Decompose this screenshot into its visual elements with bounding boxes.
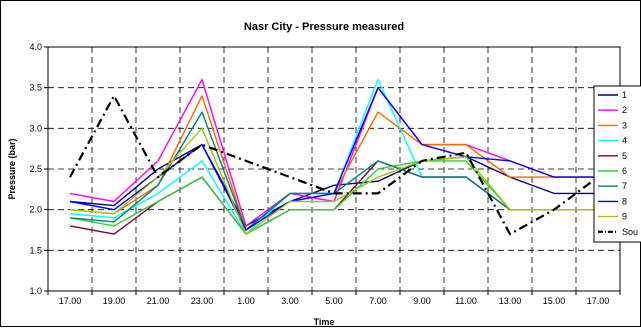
x-tick-label: 5.00: [325, 296, 343, 306]
x-tick-label: 15.00: [543, 296, 566, 306]
y-tick-label: 2.5: [29, 164, 42, 174]
x-tick-label: 11.00: [455, 296, 477, 306]
y-tick-label: 2.0: [29, 205, 42, 215]
x-tick-label: 21.00: [147, 296, 170, 306]
legend-label: 8: [622, 196, 627, 206]
x-tick-label: 19.00: [103, 296, 126, 306]
series-lines: [69, 78, 599, 236]
legend-label: Sou: [622, 227, 638, 237]
x-tick-label: 17.00: [587, 296, 610, 306]
y-tick-label: 4.0: [29, 42, 42, 52]
legend-label: 7: [622, 181, 627, 191]
legend-label: 3: [622, 120, 627, 130]
chart-title: Nasr City - Pressure measured: [244, 21, 404, 33]
x-tick-label: 7.00: [369, 296, 387, 306]
series-line-10: [69, 94, 599, 236]
y-axis-title: Pressure (bar): [7, 138, 17, 199]
x-tick-label: 9.00: [413, 296, 431, 306]
legend: 1 2 3 4 5 6 7 8 9 Sou: [593, 85, 641, 243]
legend-label: 1: [622, 90, 627, 100]
legend-label: 2: [622, 105, 627, 115]
x-tick-label: 17.00: [59, 296, 82, 306]
x-tick-label: 3.00: [281, 296, 299, 306]
legend-label: 9: [622, 212, 627, 222]
y-tick-label: 3.0: [29, 123, 42, 133]
y-axis-ticks: 1.0 1.5 2.0 2.5 3.0 3.5 4.0: [29, 42, 48, 296]
legend-label: 6: [622, 166, 627, 176]
legend-label: 5: [622, 151, 627, 161]
y-tick-label: 1.5: [29, 245, 42, 255]
y-tick-label: 3.5: [29, 83, 42, 93]
x-tick-label: 13.00: [499, 296, 522, 306]
x-tick-label: 1.00: [237, 296, 255, 306]
legend-label: 4: [622, 136, 627, 146]
x-axis-title: Time: [314, 317, 335, 327]
x-tick-label: 23.00: [191, 296, 214, 306]
legend-box: [593, 85, 641, 243]
y-tick-label: 1.0: [29, 286, 42, 296]
x-axis-ticks: 17.00 19.00 21.00 23.00 1.00 3.00 5.00 7.00 9.00…: [47, 291, 621, 306]
